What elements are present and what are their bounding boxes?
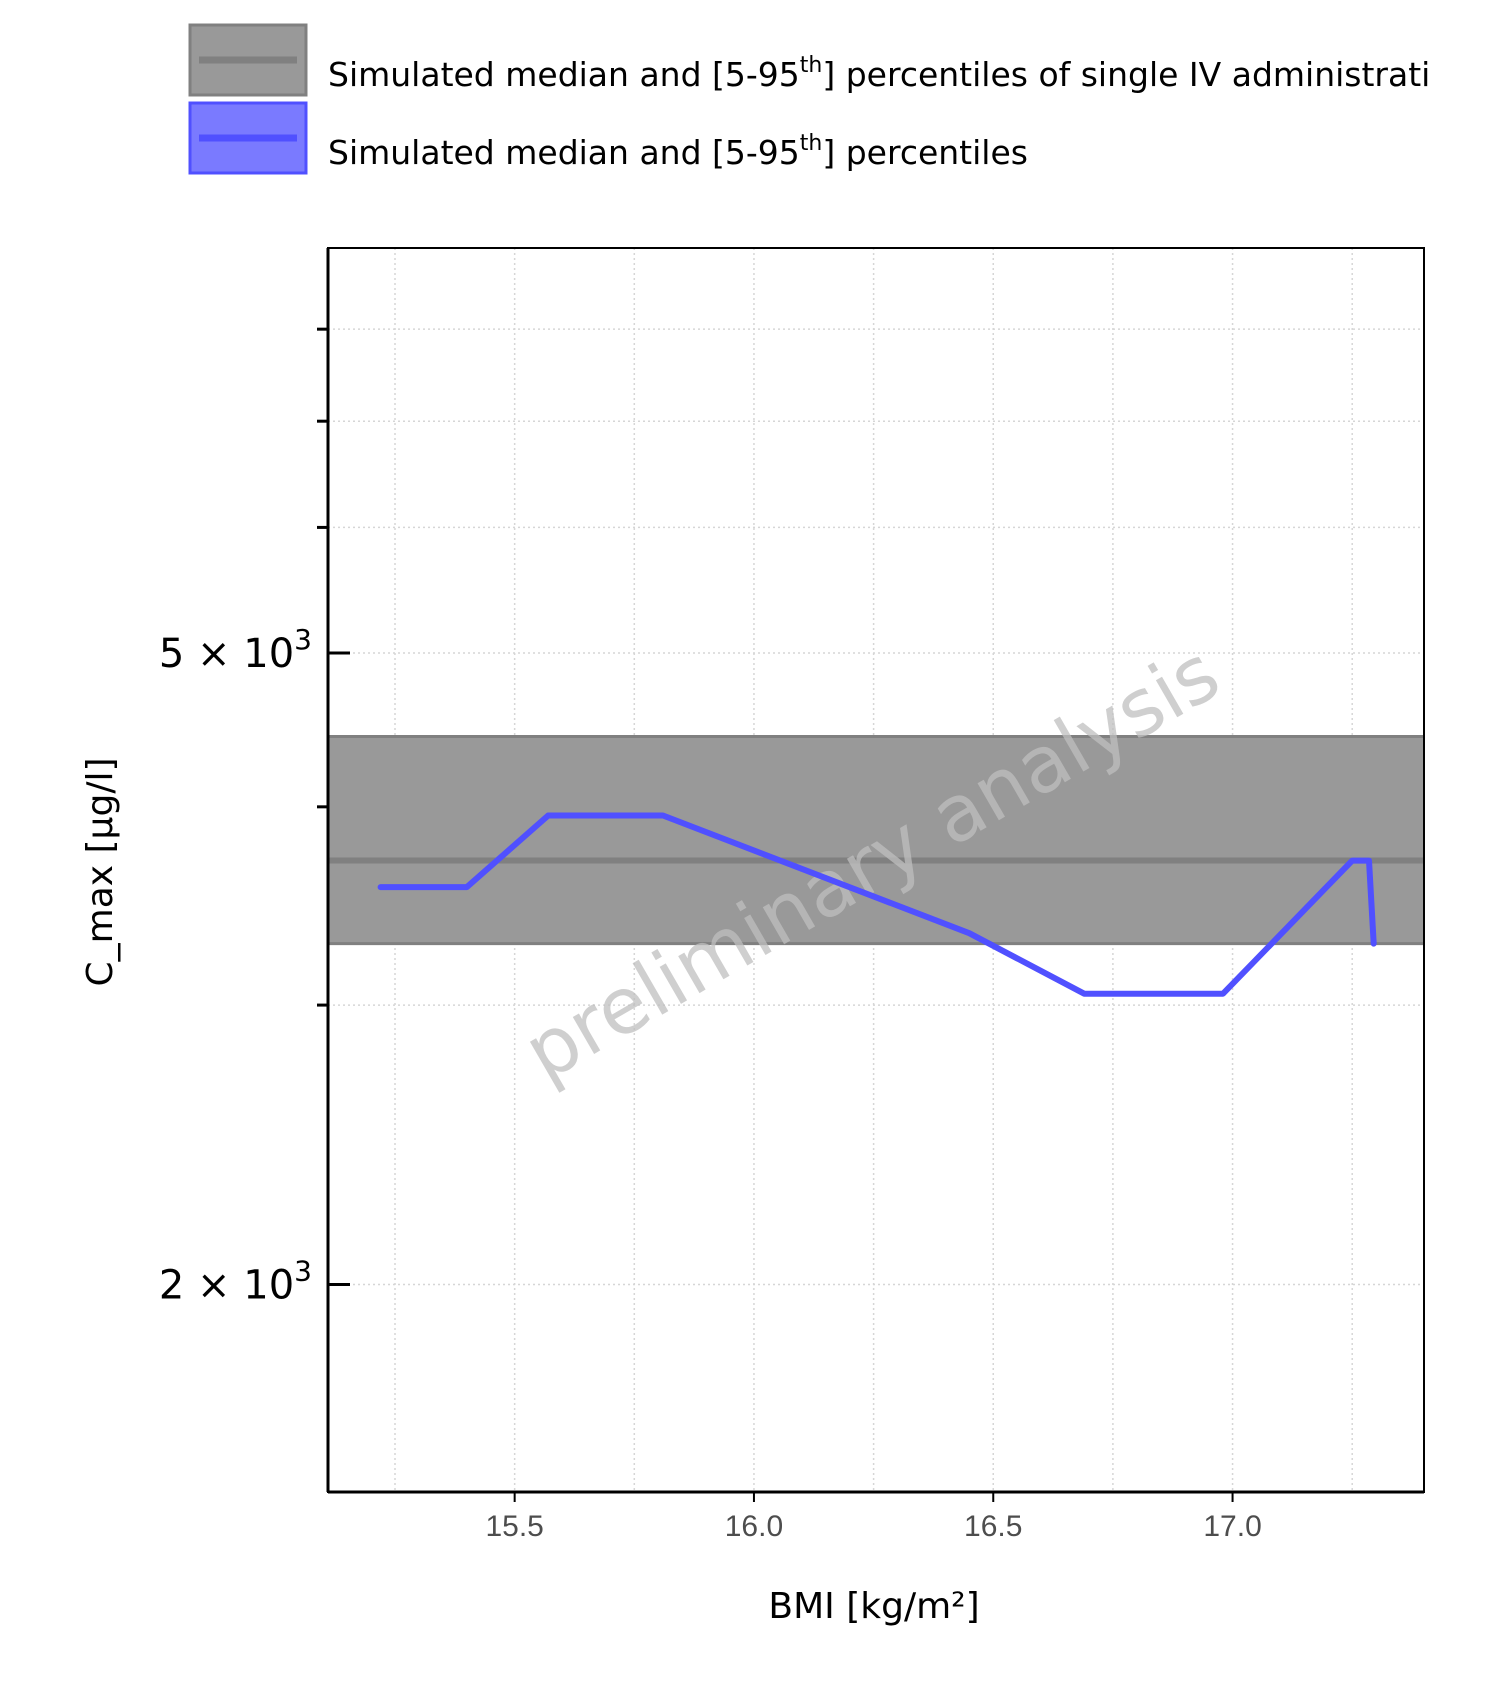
y-tick-label: 5 × 103	[159, 623, 312, 677]
legend: Simulated median and [5-95th] percentile…	[188, 23, 1430, 175]
x-tick-label: 16.0	[725, 1510, 783, 1543]
x-axis: 15.5 16.0 16.5 17.0	[485, 1492, 1262, 1543]
series-layer	[377, 812, 1377, 997]
legend-label-simulated: Simulated median and [5-95th] percentile…	[328, 131, 1028, 172]
reference-band	[328, 734, 1424, 946]
x-axis-title: BMI [kg/m²]	[768, 1586, 979, 1627]
x-tick-label: 15.5	[485, 1510, 543, 1543]
legend-item-simulated: Simulated median and [5-95th] percentile…	[188, 101, 1028, 175]
reference-band-area	[328, 736, 1424, 944]
y-axis: 2 × 103 5 × 103	[159, 327, 350, 1309]
x-tick-label: 17.0	[1203, 1510, 1261, 1543]
x-tick-label: 16.5	[964, 1510, 1022, 1543]
y-axis-title: C_max [µg/l]	[80, 758, 121, 987]
legend-item-reference-band: Simulated median and [5-95th] percentile…	[188, 23, 1430, 97]
series-line-0	[377, 812, 1377, 997]
legend-label-reference-band: Simulated median and [5-95th] percentile…	[328, 53, 1430, 94]
y-tick-label: 2 × 103	[159, 1255, 312, 1309]
